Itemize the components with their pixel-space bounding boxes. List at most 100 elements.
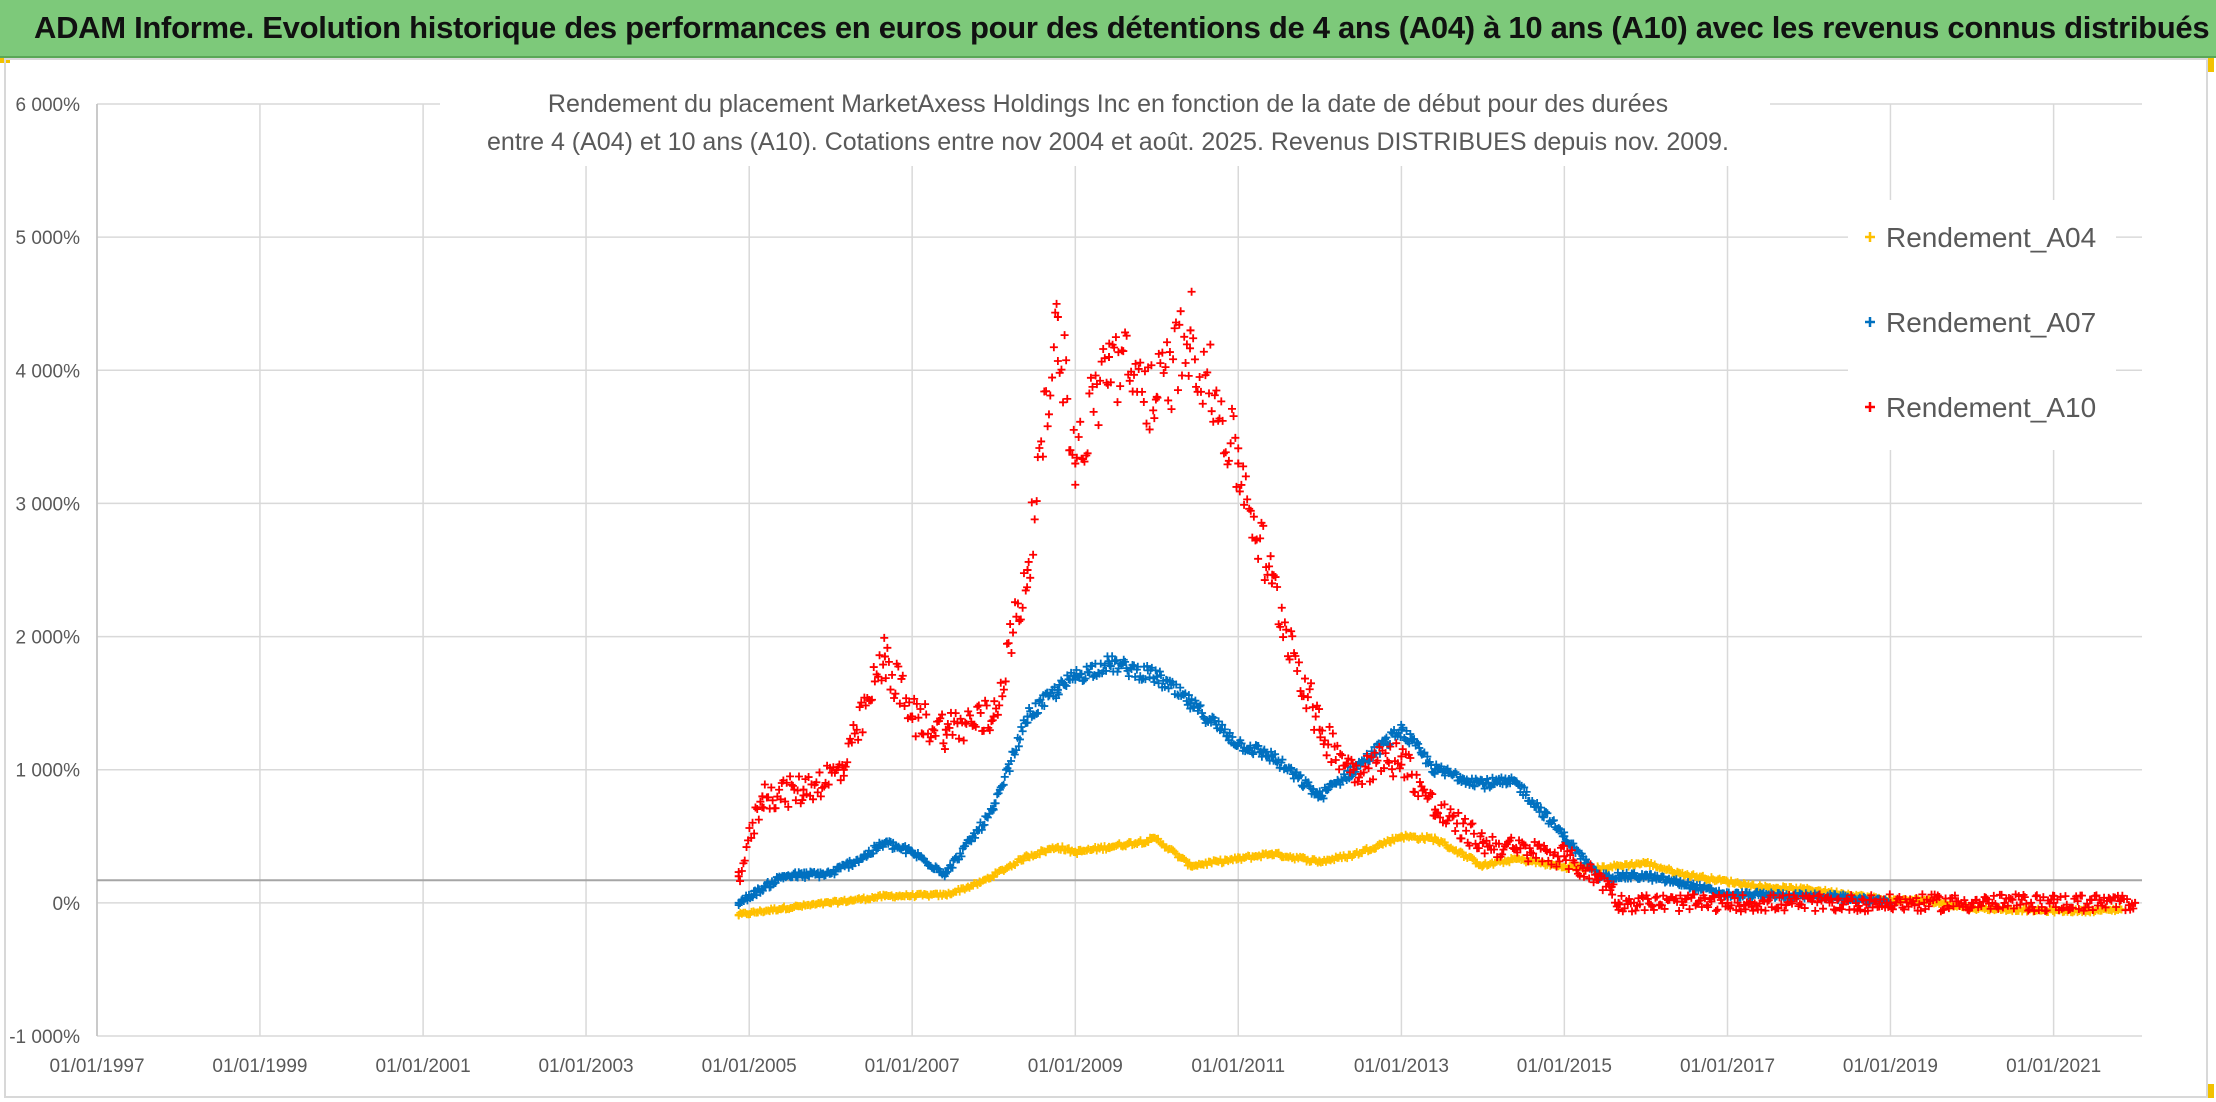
data-point: [1660, 904, 1669, 913]
data-point: [1547, 860, 1556, 869]
data-point: [1587, 865, 1596, 874]
data-point: [2039, 893, 2048, 902]
data-point: [869, 663, 878, 672]
data-point: [1063, 394, 1072, 403]
data-point: [1159, 369, 1168, 378]
data-point: [1397, 760, 1406, 769]
data-point: [1302, 704, 1311, 713]
data-point: [2061, 892, 2070, 901]
legend-marker: [1865, 232, 1875, 242]
data-point: [1711, 906, 1720, 915]
data-point: [985, 726, 994, 735]
data-point: [1085, 668, 1094, 677]
data-point: [996, 678, 1005, 687]
data-point: [902, 694, 911, 703]
data-point: [1549, 816, 1558, 825]
data-point: [1303, 693, 1312, 702]
data-point: [1239, 462, 1248, 471]
data-point: [1604, 871, 1613, 880]
data-point: [921, 700, 930, 709]
data-point: [1384, 741, 1393, 750]
data-point: [1300, 674, 1309, 683]
data-point: [1122, 331, 1131, 340]
data-point: [987, 717, 996, 726]
data-point: [1520, 783, 1529, 792]
data-point: [959, 736, 968, 745]
data-point: [1144, 838, 1153, 847]
data-point: [1586, 860, 1595, 869]
data-point: [2022, 899, 2031, 908]
data-point: [1415, 743, 1424, 752]
data-point: [1096, 659, 1105, 668]
data-point: [989, 872, 998, 881]
data-point: [1649, 905, 1658, 914]
data-point: [1241, 472, 1250, 481]
data-point: [812, 778, 821, 787]
data-point: [1023, 583, 1032, 592]
data-point: [1273, 583, 1282, 591]
data-point: [1066, 446, 1075, 455]
data-point: [1847, 891, 1856, 900]
data-point: [1209, 417, 1218, 426]
data-point: [2068, 903, 2077, 912]
data-point: [1071, 480, 1080, 489]
data-point: [1912, 894, 1921, 903]
data-point: [1394, 728, 1403, 737]
y-tick-label: 6 000%: [16, 95, 81, 116]
data-point: [1449, 811, 1458, 820]
data-point: [839, 771, 848, 780]
data-point: [849, 721, 858, 730]
data-point: [988, 716, 997, 725]
data-point: [948, 863, 957, 872]
data-point: [1730, 894, 1739, 903]
data-point: [1315, 705, 1324, 714]
data-point: [881, 674, 890, 683]
data-point: [2092, 891, 2101, 900]
data-point: [1696, 896, 1705, 905]
data-point: [1051, 308, 1060, 317]
data-point: [1529, 849, 1538, 858]
data-point: [1434, 809, 1443, 818]
data-point: [1419, 749, 1428, 758]
data-point: [1436, 813, 1445, 822]
data-point: [740, 856, 749, 865]
data-point: [1037, 437, 1046, 446]
data-point: [1811, 906, 1820, 915]
data-point: [957, 852, 966, 861]
data-point: [886, 685, 895, 694]
data-point: [1221, 448, 1230, 457]
data-point: [1792, 894, 1801, 903]
data-point: [1198, 399, 1207, 408]
data-point: [1134, 364, 1143, 373]
data-point: [1535, 840, 1544, 849]
data-point: [1271, 750, 1280, 759]
data-point: [2042, 906, 2051, 915]
data-point: [1828, 898, 1837, 907]
y-tick-label: 4 000%: [16, 361, 81, 382]
data-point: [1057, 365, 1066, 374]
data-point: [981, 696, 990, 705]
data-point: [1488, 832, 1497, 841]
data-point: [1186, 326, 1195, 335]
data-point: [756, 797, 765, 806]
data-point: [1397, 752, 1406, 761]
data-point: [1862, 900, 1871, 909]
data-point: [1393, 759, 1402, 768]
data-point: [1679, 901, 1688, 910]
data-point: [980, 820, 989, 829]
data-point: [1620, 904, 1629, 913]
x-tick-label: 01/01/2021: [2006, 1056, 2101, 1077]
data-point: [1414, 792, 1423, 801]
data-point: [1536, 803, 1545, 812]
data-point: [1228, 404, 1236, 413]
data-point: [1018, 727, 1027, 736]
data-point: [1865, 895, 1874, 904]
data-point: [1145, 425, 1154, 434]
data-point: [1769, 891, 1778, 900]
data-point: [1288, 632, 1297, 641]
data-point: [1276, 622, 1285, 631]
data-point: [1858, 895, 1867, 904]
data-point: [1715, 891, 1724, 900]
data-point: [1108, 652, 1117, 661]
data-point: [875, 651, 884, 660]
